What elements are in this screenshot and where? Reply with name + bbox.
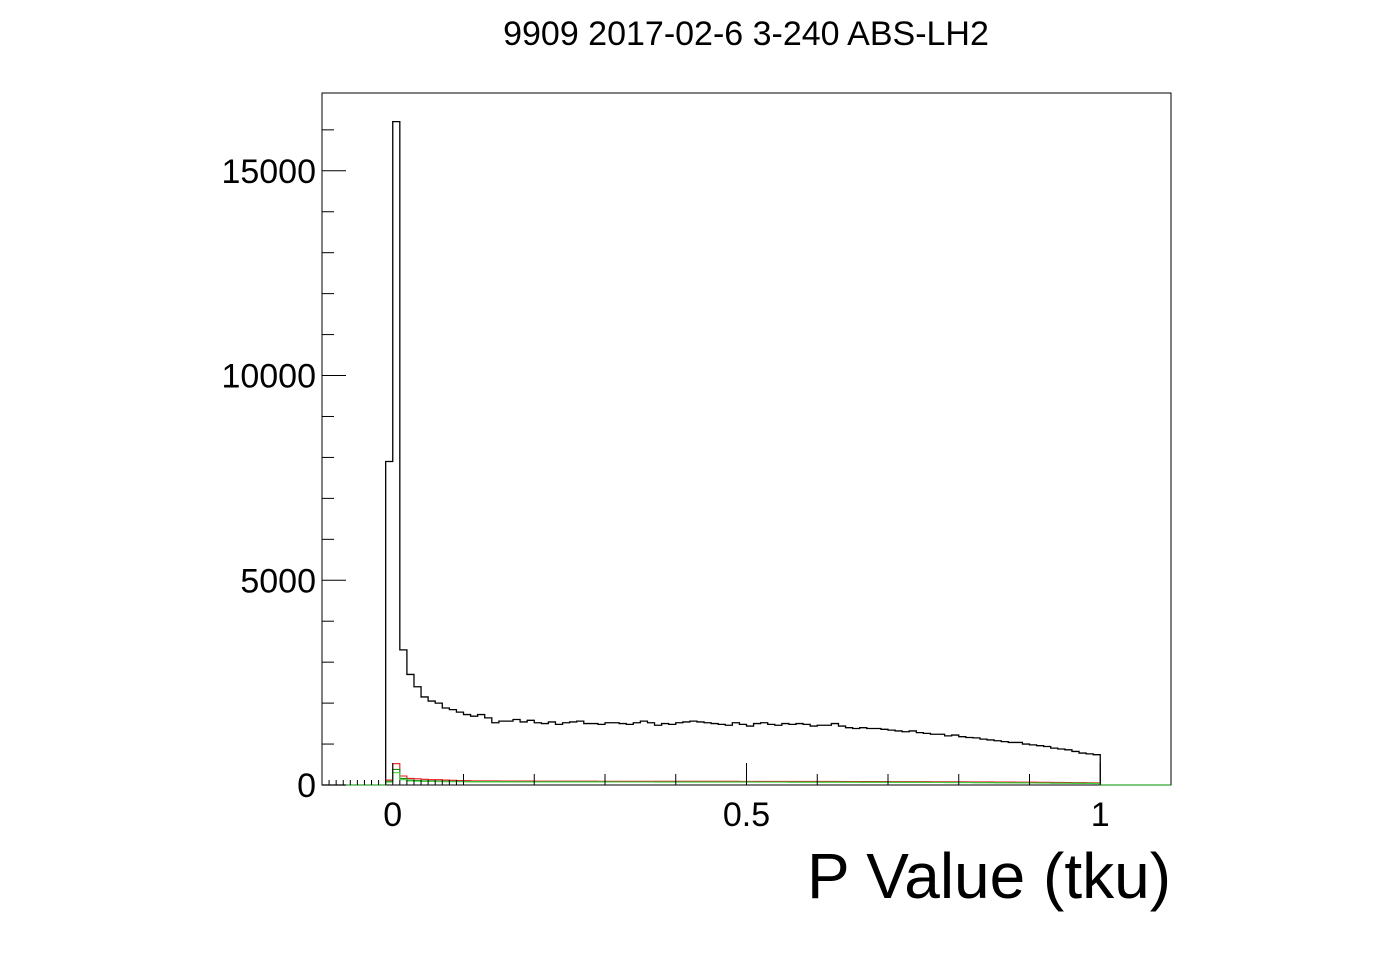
y-tick-label: 15000 [221,153,316,191]
chart-title: 9909 2017-02-6 3-240 ABS-LH2 [503,15,989,53]
histogram-series-group [322,121,1171,786]
y-tick-label: 10000 [221,358,316,396]
y-tick-label: 0 [297,767,316,805]
x-tick-label: 1 [1091,796,1110,834]
x-tick-label: 0.5 [723,796,770,834]
x-axis-title: P Value (tku) [807,840,1171,912]
histogram-series-3 [322,772,1171,786]
plot-frame [321,92,1172,786]
y-tick-label: 5000 [240,562,316,600]
histogram-series-0 [322,121,1171,786]
x-axis: 0 0.5 1 [321,763,1172,834]
histogram-series-1 [322,763,1171,786]
y-axis: 0 5000 10000 15000 [221,129,346,805]
x-tick-label: 0 [383,796,402,834]
